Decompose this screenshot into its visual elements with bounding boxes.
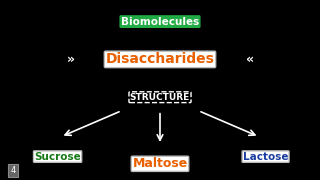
Text: »: » xyxy=(67,53,74,66)
Text: Maltose: Maltose xyxy=(132,157,188,170)
Text: Sucrose: Sucrose xyxy=(34,152,81,162)
Text: STRUCTURE: STRUCTURE xyxy=(130,93,190,102)
Text: Biomolecules: Biomolecules xyxy=(121,17,199,27)
Text: Disaccharides: Disaccharides xyxy=(106,52,214,66)
Text: «: « xyxy=(245,53,254,66)
Text: Lactose: Lactose xyxy=(243,152,288,162)
Text: 4: 4 xyxy=(10,166,15,175)
